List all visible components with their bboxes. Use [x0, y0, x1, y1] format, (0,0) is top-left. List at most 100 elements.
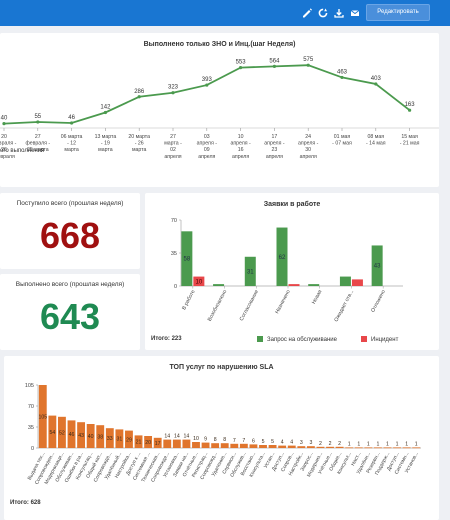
- request-bar: [276, 227, 288, 286]
- bar-value-label: 46: [69, 432, 75, 438]
- bar-value-label: 4: [290, 440, 293, 446]
- sla-chart-card: ТОП услуг по нарушению SLA 0 35 70 105 105 Вы…: [4, 356, 439, 520]
- line-legend-text: ого выполнения: [0, 148, 45, 154]
- x-tick-label: 23: [272, 147, 278, 153]
- incident-value-label: 10: [196, 279, 203, 285]
- sla-bar: [383, 447, 392, 449]
- sla-bar: [220, 443, 229, 448]
- legend-swatch: [361, 336, 367, 342]
- x-tick-label: февраля -: [25, 141, 50, 147]
- sla-bar: [402, 447, 411, 449]
- bar-value-label: 31: [247, 269, 254, 275]
- sla-bar: [259, 445, 267, 448]
- legend-label: Инцидент: [371, 337, 399, 343]
- x-tick-label: марта -: [164, 141, 182, 147]
- sla-bar: [239, 443, 248, 448]
- sla-bar: [172, 439, 181, 448]
- x-tick-label: 05 марта: [27, 147, 49, 153]
- bar-value-label: 7: [233, 438, 236, 444]
- edit-icon[interactable]: [300, 6, 314, 20]
- x-tick-label: 08 мая: [368, 134, 385, 140]
- x-tick-label: 20 марта: [128, 134, 150, 140]
- bar-value-label: 58: [184, 257, 191, 263]
- x-tick-label: 24: [305, 134, 311, 140]
- sla-bar: [182, 439, 191, 448]
- bar-value-label: 3: [300, 440, 303, 446]
- request-bar: [308, 284, 320, 286]
- x-tick-label: февраля -: [0, 141, 17, 147]
- sla-bar: [326, 446, 334, 448]
- sla-bar: [67, 420, 76, 448]
- data-point: [36, 120, 40, 124]
- work-chart-title: Заявки в работе: [263, 201, 321, 208]
- y-tick-label: 0: [174, 284, 177, 290]
- received-label: Поступило всего (прошлая неделя): [16, 200, 124, 207]
- y-tick-label: 35: [171, 251, 177, 257]
- bar-value-label: 14: [184, 434, 190, 440]
- x-tick-label: апреля: [164, 154, 181, 160]
- x-tick-label: марта: [132, 147, 147, 153]
- x-tick-label: - 19: [101, 141, 110, 147]
- data-label: 46: [68, 115, 75, 121]
- sla-bar: [38, 385, 47, 448]
- data-point: [103, 110, 107, 115]
- x-tick-label: апреля: [232, 154, 249, 160]
- bar-value-label: 1: [348, 441, 351, 447]
- bar-value-label: 33: [107, 436, 113, 442]
- bar-value-label: 14: [164, 434, 170, 440]
- y-tick-label: 105: [25, 383, 34, 389]
- x-tick-label: апреля -: [230, 141, 251, 147]
- data-label: 40: [1, 116, 8, 122]
- done-label: Выполнено всего (прошлая неделя): [15, 281, 125, 288]
- sla-bar: [230, 443, 239, 448]
- bar-value-label: 54: [49, 430, 55, 436]
- work-chart: 0 35 70 58 10В работе Возобновлено 31 Согласова…: [171, 218, 403, 323]
- bar-value-label: 6: [252, 438, 255, 444]
- x-tick-label: апреля -: [264, 141, 285, 147]
- bar-value-label: 62: [279, 255, 286, 261]
- x-tick-label: февраля: [0, 154, 15, 160]
- sla-bar: [345, 447, 354, 449]
- done-card: Выполнено всего (прошлая неделя) 643: [0, 274, 140, 350]
- work-legend-1: Запрос на обслуживание: [257, 336, 337, 343]
- incident-bar: [288, 284, 300, 286]
- x-tick-label: 15 мая: [401, 134, 418, 140]
- mail-icon[interactable]: [348, 6, 362, 20]
- data-label: 142: [100, 104, 111, 110]
- download-icon[interactable]: [332, 6, 346, 20]
- sla-bar: [48, 415, 57, 448]
- y-tick-label: 70: [171, 218, 177, 224]
- x-tick-label: 02: [170, 147, 176, 153]
- sla-bar: [153, 437, 162, 448]
- sla-bar: [58, 416, 66, 448]
- x-tick-label: 27: [170, 134, 176, 140]
- x-tick-label: - 14 мая: [366, 141, 386, 147]
- data-label: 286: [134, 89, 145, 95]
- edit-button[interactable]: Редактировать: [366, 4, 430, 21]
- data-point: [306, 63, 310, 67]
- x-tick-label: 09: [204, 147, 210, 153]
- request-bar: [213, 284, 225, 286]
- sla-bar: [211, 443, 220, 448]
- x-tick-label: - 21 мая: [400, 141, 420, 147]
- bar-value-label: 105: [38, 415, 47, 421]
- sla-bar: [364, 447, 373, 449]
- data-point: [374, 82, 378, 86]
- y-tick-label: 35: [28, 425, 34, 431]
- sla-bar: [393, 447, 401, 449]
- x-tick-label: Назначено: [274, 289, 292, 315]
- received-value: 668: [39, 215, 101, 256]
- sla-total: Итого: 628: [10, 500, 41, 506]
- x-tick-label: 30: [305, 147, 311, 153]
- bar-value-label: 29: [126, 437, 132, 443]
- data-point: [171, 91, 175, 95]
- x-tick-label: 20: [1, 134, 7, 140]
- x-tick-label: апреля -: [298, 141, 319, 147]
- bar-value-label: 2: [329, 441, 332, 447]
- x-tick-label: апреля -: [197, 141, 218, 147]
- data-label: 393: [202, 77, 213, 83]
- received-card: Поступило всего (прошлая неделя) 668: [0, 193, 140, 269]
- x-tick-label: Отложено: [370, 289, 387, 313]
- refresh-icon[interactable]: [316, 6, 330, 20]
- x-tick-label: 27: [35, 134, 41, 140]
